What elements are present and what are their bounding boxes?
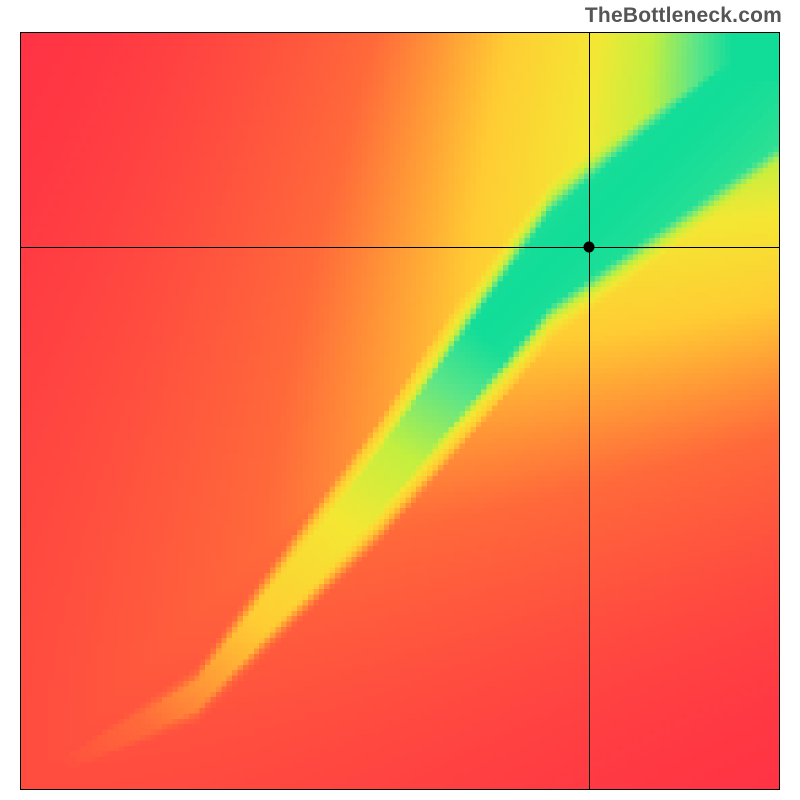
chart-container: TheBottleneck.com — [0, 0, 800, 800]
heatmap-canvas — [21, 33, 779, 789]
watermark-text: TheBottleneck.com — [585, 4, 782, 28]
crosshair-vertical — [589, 33, 590, 789]
plot-area — [20, 32, 780, 790]
crosshair-marker — [584, 241, 595, 252]
crosshair-horizontal — [21, 247, 779, 248]
